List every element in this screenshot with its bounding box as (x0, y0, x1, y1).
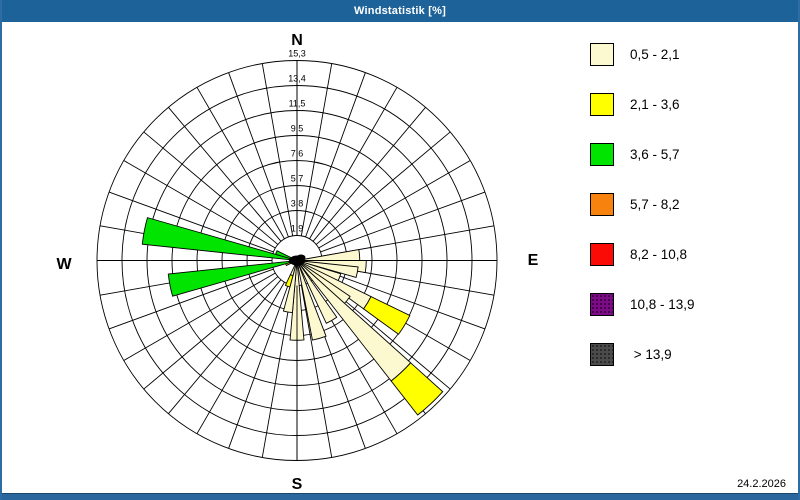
grid-spoke (318, 160, 471, 249)
legend-label: 2,1 - 3,6 (630, 97, 680, 112)
legend-item: 10,8 - 13,9 (590, 293, 790, 316)
grid-spoke (228, 72, 289, 238)
ring-tick-label: 9,5 (291, 124, 304, 134)
legend-label: 5,7 - 8,2 (630, 197, 680, 212)
legend-item: 0,5 - 2,1 (590, 43, 790, 66)
compass-label-w: W (56, 256, 72, 273)
grid-spoke (196, 87, 285, 240)
grid-spoke (143, 131, 279, 245)
legend-label: 0,5 - 2,1 (630, 47, 680, 62)
grid-spoke (315, 131, 451, 245)
grid-spoke (312, 107, 426, 242)
legend-item: 2,1 - 3,6 (590, 93, 790, 116)
grid-spoke (228, 283, 289, 449)
grid-spoke (108, 191, 274, 253)
ring-tick-label: 5,7 (291, 174, 304, 184)
grid-spoke (108, 268, 274, 330)
center-hub (296, 254, 306, 261)
grid-spoke (300, 63, 333, 236)
grid-spoke (305, 72, 366, 238)
wind-sector-segment (296, 260, 327, 341)
wind-sector-segment (296, 260, 338, 324)
legend-label: 10,8 - 13,9 (630, 297, 695, 312)
legend-item: 5,7 - 8,2 (590, 193, 790, 216)
legend-swatch (590, 193, 614, 216)
grid-spoke (123, 160, 276, 249)
grid-spoke (261, 285, 294, 458)
grid-spoke (143, 276, 279, 390)
legend-label: > 13,9 (630, 347, 672, 362)
legend-item: 8,2 - 10,8 (590, 243, 790, 266)
title-bar: Windstatistik [%] (2, 0, 798, 22)
compass-label-n: N (291, 32, 303, 49)
grid-spoke (168, 107, 282, 242)
date-label: 24.2.2026 (737, 478, 786, 490)
ring-tick-label: 3,8 (291, 199, 304, 209)
ring-tick-label: 11,5 (289, 99, 306, 109)
ring-tick-label: 1,9 (291, 224, 304, 234)
grid-spoke (261, 63, 294, 236)
legend-swatch (590, 143, 614, 166)
legend-item: 3,6 - 5,7 (590, 143, 790, 166)
wind-sector-segment (141, 217, 291, 261)
legend-label: 8,2 - 10,8 (630, 247, 688, 262)
grid-spoke (123, 272, 276, 361)
legend-item: > 13,9 (590, 343, 790, 366)
legend-label: 3,6 - 5,7 (630, 147, 680, 162)
legend-swatch (590, 43, 614, 66)
legend-swatch (590, 243, 614, 266)
ring-tick-label: 13,4 (288, 74, 306, 84)
ring-tick-label: 7,6 (291, 149, 304, 159)
legend-swatch (590, 93, 614, 116)
legend: 0,5 - 2,1 2,1 - 3,6 3,6 - 5,7 5,7 - 8,2 8,2 … (590, 43, 790, 393)
grid-spoke (300, 285, 333, 458)
window-bottom-border (2, 493, 798, 500)
ring-tick-label: 15,3 (288, 49, 306, 59)
compass-label-s: S (291, 476, 303, 493)
wind-sector-segment (362, 295, 411, 335)
wind-sector-segment (390, 362, 444, 416)
grid-spoke (320, 191, 486, 253)
legend-swatch (590, 343, 614, 366)
grid-spoke (309, 87, 398, 240)
wind-sector-segment (284, 274, 294, 288)
grid-spoke (168, 279, 282, 414)
grid-spoke (196, 281, 285, 434)
wind-sector-segment (296, 249, 361, 261)
legend-swatch (590, 293, 614, 316)
compass-label-e: E (527, 252, 539, 269)
grid-spoke (320, 268, 486, 330)
window-title: Windstatistik [%] (354, 5, 446, 17)
